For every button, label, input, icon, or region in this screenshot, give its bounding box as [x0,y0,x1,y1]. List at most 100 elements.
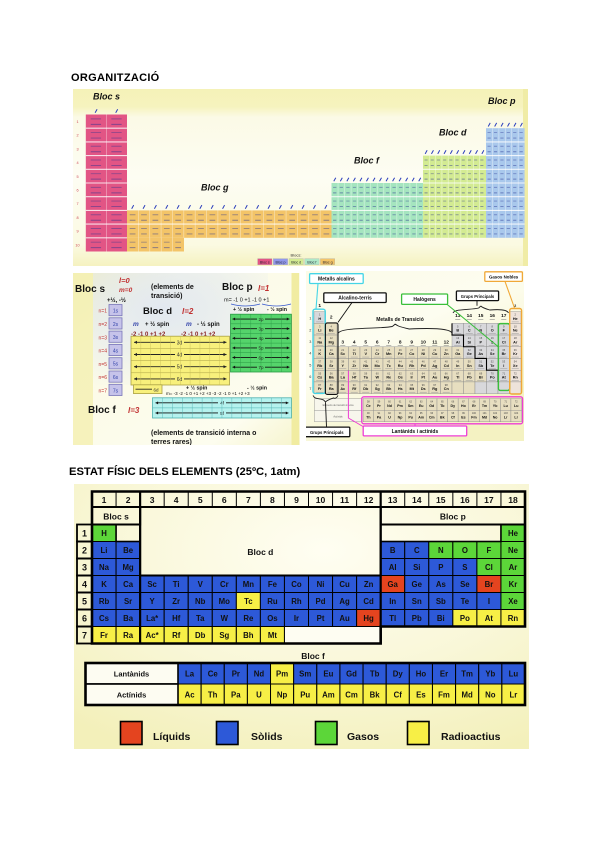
svg-text:Ds: Ds [421,387,426,391]
svg-text:Au: Au [432,376,438,380]
svg-text:Th: Th [208,691,218,700]
svg-text:Rn: Rn [513,376,519,380]
svg-text:Tl: Tl [456,376,459,380]
svg-text:Y: Y [150,597,156,606]
svg-text:Pb: Pb [467,376,473,380]
svg-text:l=1: l=1 [258,284,270,293]
svg-text:13: 13 [455,313,461,319]
svg-text:Ag: Ag [432,364,438,368]
svg-text:Bh: Bh [243,631,254,640]
svg-text:43: 43 [387,360,390,364]
svg-text:S: S [462,563,467,572]
svg-text:Bloc p: Bloc p [488,96,516,106]
svg-text:8: 8 [399,340,402,346]
svg-text:3: 3 [319,324,321,328]
svg-text:Mt: Mt [268,631,277,640]
svg-text:41: 41 [364,360,367,364]
svg-text:Nd: Nd [387,404,392,408]
svg-text:-2 -1 0 +1 +2: -2 -1 0 +1 +2 [181,332,216,338]
svg-text:94: 94 [409,412,412,415]
svg-text:88: 88 [330,383,333,387]
svg-text:9: 9 [410,340,413,346]
svg-text:Tc: Tc [387,364,391,368]
svg-text:5d: 5d [177,365,183,371]
svg-text:Ca: Ca [329,352,335,356]
svg-text:12: 12 [444,340,450,346]
svg-text:6: 6 [469,324,471,328]
svg-text:1: 1 [319,313,321,317]
svg-text:(elements de transició interna: (elements de transició interna o [151,430,256,437]
svg-text:36: 36 [514,348,517,352]
svg-text:Ar: Ar [513,340,518,344]
svg-text:93: 93 [387,383,390,387]
svg-text:65: 65 [441,401,444,404]
svg-text:Ir: Ir [294,614,299,623]
svg-text:Alcalino-terris: Alcalino-terris [338,296,372,302]
svg-text:6d: 6d [153,387,159,392]
svg-text:As: As [436,580,447,589]
svg-text:W: W [221,614,229,623]
svg-text:9: 9 [503,324,505,328]
svg-text:4: 4 [82,579,87,589]
svg-text:In: In [456,364,460,368]
svg-text:K: K [101,580,107,589]
svg-text:Es: Es [416,691,426,700]
svg-text:1: 1 [309,317,311,321]
svg-text:10: 10 [421,340,427,346]
svg-text:53: 53 [502,360,505,364]
svg-text:N: N [438,546,444,555]
svg-text:72: 72 [514,371,517,375]
svg-text:92: 92 [376,383,379,387]
svg-text:6d: 6d [177,377,183,383]
svg-text:14: 14 [468,336,471,340]
svg-text:3: 3 [82,562,87,572]
svg-text:Rg: Rg [432,387,438,391]
svg-text:Bloc p: Bloc p [222,282,253,293]
svg-text:Pu: Pu [408,415,413,419]
svg-text:Md: Md [482,415,487,419]
svg-text:I: I [488,597,490,606]
svg-text:37: 37 [318,360,321,364]
svg-text:Tb: Tb [370,670,380,679]
svg-text:Ti: Ti [353,352,356,356]
svg-text:42: 42 [376,360,379,364]
svg-text:54: 54 [514,360,517,364]
svg-text:34: 34 [491,348,494,352]
svg-text:2: 2 [126,495,131,505]
svg-text:11: 11 [432,340,437,346]
svg-text:Nd: Nd [254,670,265,679]
svg-text:25: 25 [387,348,390,352]
svg-text:Ca: Ca [123,580,134,589]
svg-text:Yb: Yb [485,670,495,679]
svg-text:Dy: Dy [451,404,456,408]
svg-text:100: 100 [472,412,477,415]
svg-text:Ni: Ni [421,352,425,356]
svg-text:Ti: Ti [173,580,180,589]
svg-text:n=7: n=7 [99,389,108,395]
svg-text:7: 7 [309,387,311,391]
svg-text:Bloc f: Bloc f [301,651,325,661]
svg-text:Bloc s: Bloc s [260,260,270,264]
svg-text:7: 7 [82,630,87,640]
svg-text:59: 59 [378,401,381,404]
svg-text:Hg: Hg [363,614,374,623]
svg-text:5: 5 [457,324,459,328]
svg-text:Nb: Nb [195,597,206,606]
svg-text:He: He [508,529,519,538]
svg-text:32: 32 [468,348,471,352]
svg-text:15: 15 [478,313,484,319]
svg-text:Br: Br [502,352,507,356]
svg-text:n=2: n=2 [99,322,108,328]
svg-text:10: 10 [514,324,517,328]
svg-text:8: 8 [76,216,78,220]
svg-text:Hf: Hf [352,376,357,380]
svg-text:Mg: Mg [122,563,133,572]
svg-text:47: 47 [433,360,436,364]
svg-text:58: 58 [353,371,356,375]
svg-text:66: 66 [452,401,455,404]
svg-text:Eu: Eu [323,670,333,679]
svg-text:m: m [186,321,192,328]
svg-text:12: 12 [364,495,374,505]
svg-text:11: 11 [340,495,349,505]
svg-text:Bloc f: Bloc f [88,405,116,416]
